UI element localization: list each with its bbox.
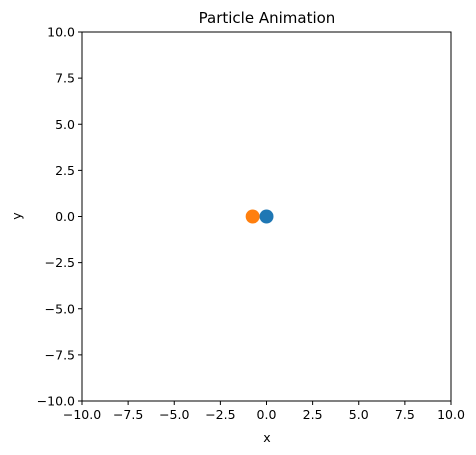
x-tick-label: 2.5 (303, 407, 323, 422)
x-tick-label: −2.5 (205, 407, 235, 422)
y-axis-label: y (9, 212, 24, 220)
x-tick-label: 0.0 (257, 407, 277, 422)
chart-title: Particle Animation (199, 9, 336, 27)
particle-marker (259, 209, 274, 224)
x-tick-label: 10.0 (437, 407, 465, 422)
y-tick-label: −10.0 (37, 394, 75, 409)
x-tick-label: −7.5 (113, 407, 143, 422)
y-tick-label: 5.0 (55, 117, 75, 132)
particle-marker (245, 209, 260, 224)
y-tick-label: −2.5 (45, 255, 75, 270)
x-axis: −10.0 −7.5 −5.0 −2.5 0.0 2.5 5.0 7.5 10.0 (63, 401, 465, 422)
x-tick-label: −5.0 (159, 407, 189, 422)
y-tick-label: 10.0 (47, 25, 75, 40)
y-axis: −10.0 −7.5 −5.0 −2.5 0.0 2.5 5.0 7.5 10.0 (37, 25, 82, 409)
x-tick-label: 5.0 (349, 407, 369, 422)
y-tick-label: 0.0 (55, 209, 75, 224)
y-tick-label: −7.5 (45, 347, 75, 362)
x-axis-label: x (263, 430, 270, 445)
y-tick-label: 2.5 (55, 163, 75, 178)
data-points (245, 209, 274, 224)
x-tick-label: 7.5 (395, 407, 415, 422)
x-tick-label: −10.0 (63, 407, 101, 422)
y-tick-label: 7.5 (55, 71, 75, 86)
y-tick-label: −5.0 (45, 301, 75, 316)
